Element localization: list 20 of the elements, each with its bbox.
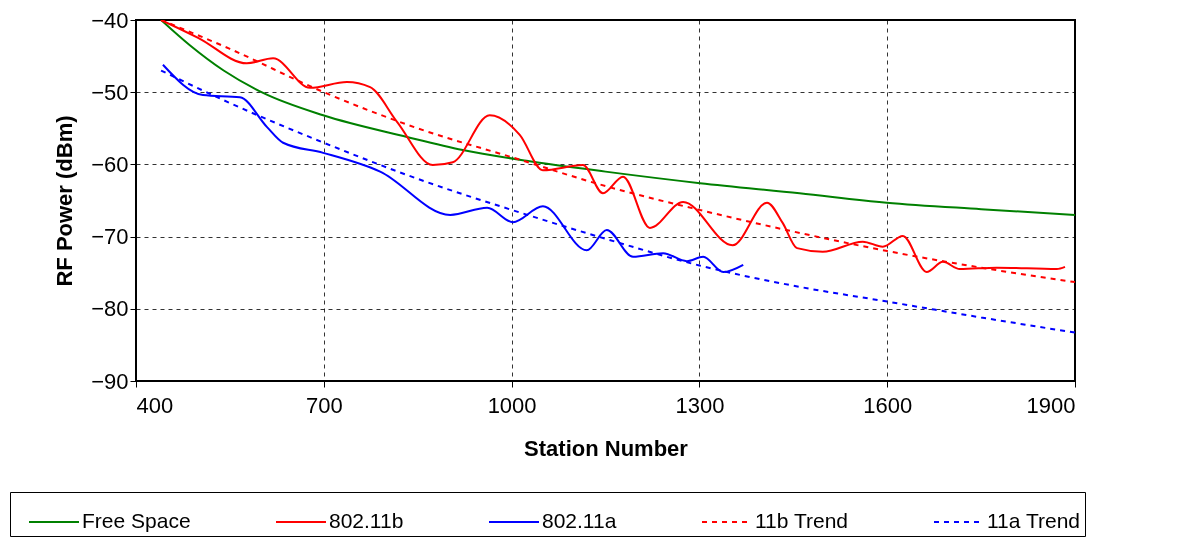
x-tick-label: 1600 (863, 392, 913, 418)
x-axis-title: Station Number (524, 435, 689, 461)
y-axis-title: RF Power (dBm) (52, 115, 78, 287)
y-tick-label: −60 (91, 151, 129, 177)
x-tick-label: 400 (136, 392, 174, 418)
legend-label: Free Space (82, 509, 191, 532)
x-tick-label: 1300 (675, 392, 725, 418)
legend-label: 802.11b (329, 509, 404, 532)
legend-label: 802.11a (542, 509, 617, 532)
x-tick-label: 700 (305, 392, 343, 418)
legend-label: 11a Trend (987, 509, 1081, 532)
line-series (160, 20, 1075, 216)
y-tick-label: −50 (91, 79, 129, 105)
y-tick-label: −70 (91, 224, 129, 250)
y-tick-label: −40 (91, 7, 129, 33)
y-tick-label: −90 (91, 368, 129, 394)
x-tick-label: 1000 (487, 392, 537, 418)
x-tick-label: 1900 (1026, 392, 1076, 418)
legend-label: 11b Trend (755, 509, 849, 532)
y-tick-label: −80 (91, 296, 129, 322)
